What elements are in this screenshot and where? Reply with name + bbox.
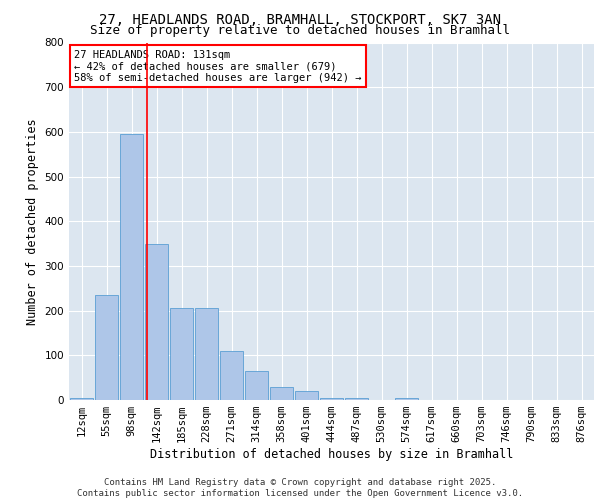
Text: Size of property relative to detached houses in Bramhall: Size of property relative to detached ho… xyxy=(90,24,510,37)
X-axis label: Distribution of detached houses by size in Bramhall: Distribution of detached houses by size … xyxy=(150,448,513,461)
Bar xyxy=(395,398,418,400)
Bar xyxy=(95,295,118,400)
Bar xyxy=(120,134,143,400)
Text: Contains HM Land Registry data © Crown copyright and database right 2025.
Contai: Contains HM Land Registry data © Crown c… xyxy=(77,478,523,498)
Bar xyxy=(70,398,93,400)
Text: 27, HEADLANDS ROAD, BRAMHALL, STOCKPORT, SK7 3AN: 27, HEADLANDS ROAD, BRAMHALL, STOCKPORT,… xyxy=(99,12,501,26)
Bar xyxy=(245,371,268,400)
Bar xyxy=(345,398,368,400)
Bar xyxy=(270,386,293,400)
Bar xyxy=(320,398,343,400)
Bar xyxy=(220,351,243,400)
Bar xyxy=(145,244,168,400)
Bar xyxy=(195,308,218,400)
Text: 27 HEADLANDS ROAD: 131sqm
← 42% of detached houses are smaller (679)
58% of semi: 27 HEADLANDS ROAD: 131sqm ← 42% of detac… xyxy=(74,50,362,83)
Bar xyxy=(295,391,318,400)
Bar xyxy=(170,308,193,400)
Y-axis label: Number of detached properties: Number of detached properties xyxy=(26,118,39,324)
